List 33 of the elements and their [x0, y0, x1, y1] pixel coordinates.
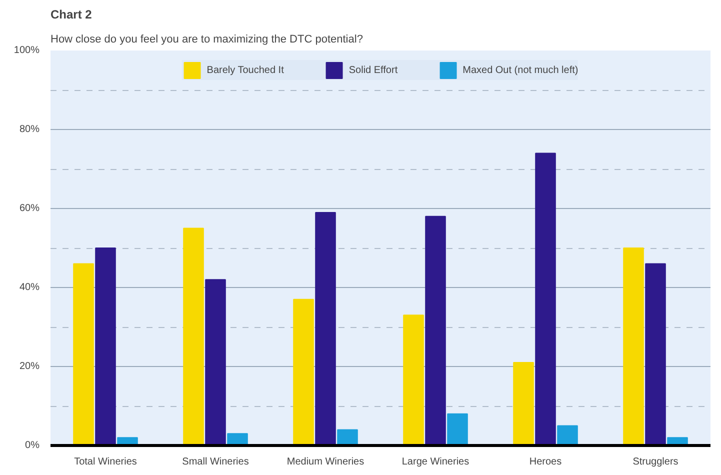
legend-label: Solid Effort: [348, 64, 398, 76]
x-tick-label: Large Wineries: [402, 456, 470, 468]
x-tick-label: Strugglers: [632, 456, 678, 468]
x-tick-label: Heroes: [529, 456, 562, 468]
bar: [315, 212, 336, 446]
x-tick-label: Total Wineries: [74, 456, 137, 468]
legend-label: Barely Touched It: [206, 64, 284, 76]
y-tick-label: 20%: [19, 361, 40, 372]
x-tick-label: Medium Wineries: [286, 456, 364, 468]
bar: [535, 152, 556, 446]
x-tick-label: Small Wineries: [182, 456, 249, 468]
bar: [513, 362, 534, 446]
y-tick-label: 60%: [19, 203, 40, 214]
bar: [183, 228, 204, 446]
y-tick-label: 0%: [25, 440, 40, 451]
bar: [337, 429, 358, 446]
y-tick-label: 100%: [14, 45, 40, 56]
bar: [293, 298, 314, 446]
bar: [95, 248, 116, 446]
bar: [205, 279, 226, 446]
bar: [425, 216, 446, 446]
chart-subtitle: How close do you feel you are to maximizing the DTC potential?: [50, 34, 363, 46]
bar: [447, 413, 468, 446]
y-tick-label: 80%: [19, 124, 40, 135]
chart-title: Chart 2: [50, 8, 92, 22]
bar: [645, 263, 666, 446]
bar: [557, 425, 578, 446]
bar: [623, 248, 644, 446]
y-tick-label: 40%: [19, 282, 40, 293]
bar: [73, 263, 94, 446]
legend-label: Maxed Out (not much left): [462, 64, 578, 76]
bar: [403, 314, 424, 446]
bar: [227, 433, 248, 446]
